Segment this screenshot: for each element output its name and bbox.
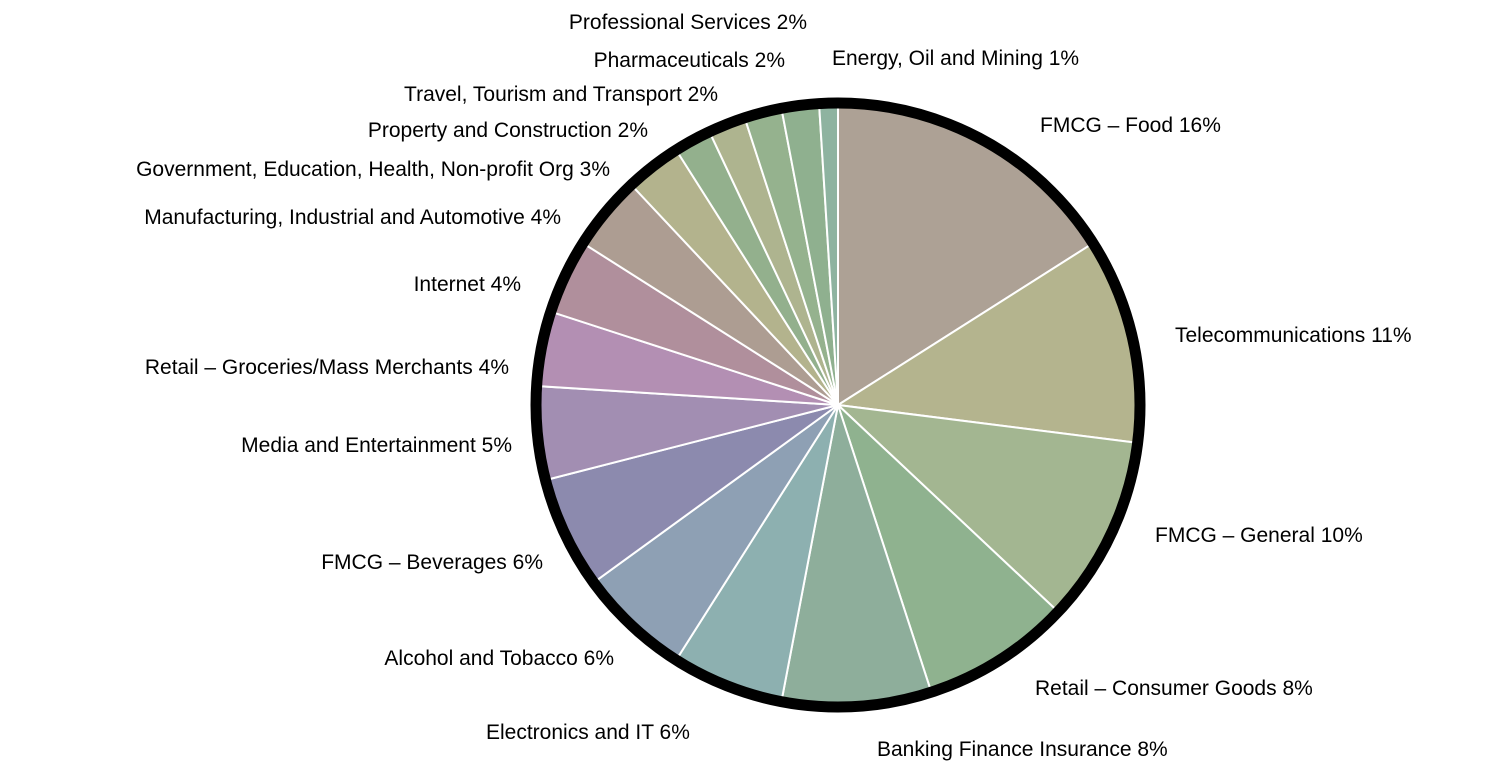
slice-label: Retail – Consumer Goods 8% — [1035, 677, 1313, 700]
slice-label: Retail – Groceries/Mass Merchants 4% — [145, 356, 509, 379]
slice-label: Property and Construction 2% — [368, 119, 648, 142]
slice-label: Professional Services 2% — [569, 11, 807, 34]
slice-label: Energy, Oil and Mining 1% — [832, 47, 1079, 70]
slice-label: Alcohol and Tobacco 6% — [384, 647, 614, 670]
pie-slices — [539, 105, 1137, 704]
slice-label: FMCG – Beverages 6% — [321, 551, 543, 574]
slice-label: Media and Entertainment 5% — [241, 434, 512, 457]
slice-label: Travel, Tourism and Transport 2% — [404, 83, 718, 106]
slice-labels: FMCG – Food 16% Telecommunications 11% FMC… — [136, 11, 1411, 761]
slice-label: Manufacturing, Industrial and Automotive… — [144, 206, 561, 229]
slice-label: Internet 4% — [414, 273, 521, 296]
slice-label: Telecommunications 11% — [1175, 324, 1412, 347]
slice-label: Pharmaceuticals 2% — [594, 49, 785, 72]
slice-label: FMCG – General 10% — [1155, 524, 1363, 547]
slice-label: Government, Education, Health, Non-profi… — [136, 158, 610, 181]
pie-border — [530, 97, 1146, 713]
slice-label: Banking Finance Insurance 8% — [877, 738, 1168, 761]
slice-label: Electronics and IT 6% — [486, 721, 690, 744]
slice-label: FMCG – Food 16% — [1040, 114, 1221, 137]
